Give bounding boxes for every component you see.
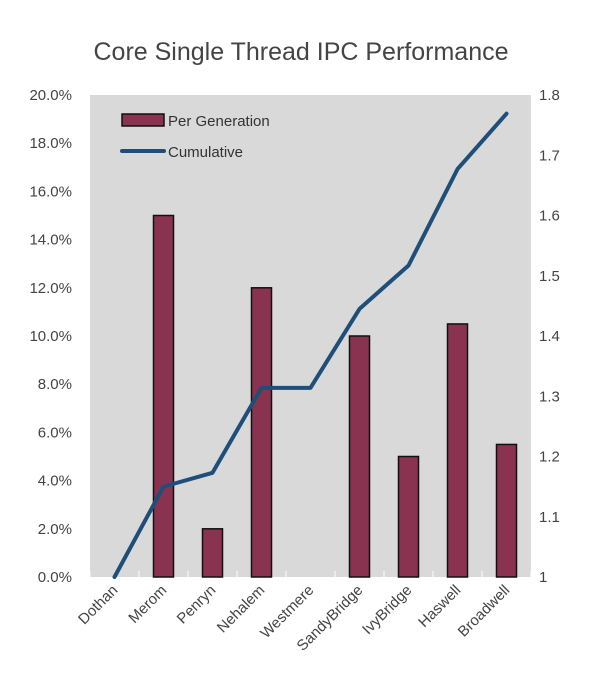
- left-axis-tick-label: 0.0%: [38, 569, 72, 586]
- left-axis-tick-label: 8.0%: [38, 376, 72, 393]
- x-axis-tick-label: Dothan: [75, 582, 121, 628]
- legend-label-cumulative: Cumulative: [168, 144, 243, 161]
- left-axis-tick-label: 14.0%: [29, 232, 72, 249]
- x-axis-tick-label: IvyBridge: [359, 582, 415, 638]
- line-series-cumulative: [112, 111, 509, 579]
- bar-nehalem: [250, 287, 273, 578]
- bar-broadwell: [495, 443, 518, 578]
- left-axis-tick-label: 12.0%: [29, 280, 72, 297]
- bar-haswell: [446, 323, 469, 578]
- x-axis-tick-label: Haswell: [415, 582, 464, 631]
- left-axis-tick-label: 20.0%: [29, 87, 72, 104]
- bar-ivybridge: [397, 455, 420, 578]
- legend-swatch-per-generation: [121, 113, 165, 127]
- right-axis-tick-label: 1.7: [539, 147, 560, 164]
- right-axis-tick-label: 1.6: [539, 208, 560, 225]
- left-axis: 0.0% 2.0% 4.0% 6.0% 8.0% 10.0% 12.0% 14.0% 16.0%…: [29, 87, 72, 586]
- x-axis-tick-label: Broadwell: [455, 582, 514, 641]
- bar-sandybridge: [348, 335, 371, 578]
- right-axis-tick-label: 1.1: [539, 509, 560, 526]
- right-axis-tick-label: 1.8: [539, 87, 560, 104]
- right-axis-tick-label: 1: [539, 569, 547, 586]
- left-axis-tick-label: 10.0%: [29, 328, 72, 345]
- x-axis-labels: Dothan Merom PenrynNehalemWestmereSandyBri…: [75, 571, 532, 655]
- left-axis-tick-label: 6.0%: [38, 424, 72, 441]
- bar-merom: [152, 214, 175, 578]
- chart-title: Core Single Thread IPC Performance: [93, 38, 508, 66]
- legend-label-per-generation: Per Generation: [168, 113, 270, 130]
- right-axis-tick-label: 1.2: [539, 449, 560, 466]
- left-axis-tick-label: 2.0%: [38, 521, 72, 538]
- left-axis-tick-label: 4.0%: [38, 473, 72, 490]
- right-axis-tick-label: 1.5: [539, 268, 560, 285]
- x-axis-tick-label: Penryn: [174, 582, 220, 628]
- bar-penryn: [201, 528, 224, 578]
- right-axis-tick-label: 1.3: [539, 388, 560, 405]
- left-axis-tick-label: 18.0%: [29, 135, 72, 152]
- left-axis-tick-label: 16.0%: [29, 183, 72, 200]
- right-axis: 1 1.1 1.2 1.3 1.4 1.5 1.6 1.7 1.8: [539, 87, 560, 586]
- cumulative-line: [112, 111, 509, 579]
- legend: Per Generation Cumulative: [120, 113, 270, 161]
- x-axis-tick-label: Merom: [125, 582, 170, 627]
- right-axis-tick-label: 1.4: [539, 328, 560, 345]
